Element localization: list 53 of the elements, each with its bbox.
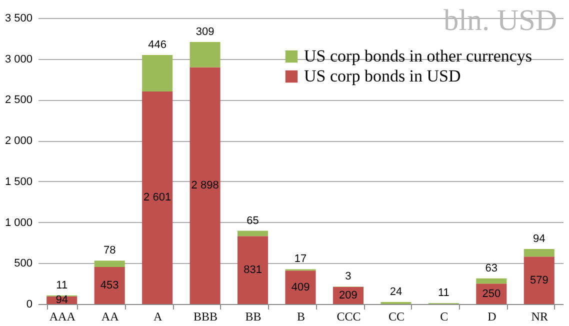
- legend-label: US corp bonds in other currencys: [304, 46, 532, 66]
- data-label: 453: [100, 279, 119, 292]
- data-label: 209: [339, 289, 358, 302]
- data-label: 2 898: [191, 180, 219, 192]
- bar: [190, 67, 220, 304]
- x-tick-label: B: [296, 310, 306, 324]
- data-label: 579: [530, 274, 548, 286]
- y-tick-label: 3 000: [4, 53, 32, 66]
- x-tick-label: AAA: [49, 310, 76, 324]
- y-tick-label: 2 500: [4, 94, 32, 106]
- data-label: 11: [56, 279, 68, 292]
- x-tick-label: NR: [531, 310, 548, 324]
- data-label: 17: [294, 253, 307, 266]
- data-label: 24: [390, 286, 402, 298]
- bar: [524, 256, 554, 304]
- x-tick-label: A: [153, 310, 162, 324]
- y-tick-label: 500: [14, 258, 32, 270]
- bar: [190, 42, 220, 68]
- data-label: 2 601: [144, 192, 172, 204]
- bar: [285, 270, 316, 304]
- bar: [524, 249, 554, 257]
- data-label: 250: [482, 288, 501, 300]
- legend-label: US corp bonds in USD: [304, 66, 461, 86]
- x-tick-label: CCC: [336, 310, 361, 324]
- bar: [238, 236, 268, 304]
- data-label: 94: [533, 233, 546, 246]
- bar: [142, 55, 173, 92]
- y-tick-label: 0: [26, 298, 32, 310]
- x-tick-label: AA: [101, 310, 120, 324]
- x-tick-label: D: [488, 310, 497, 324]
- bar: [476, 278, 507, 284]
- data-label: 78: [103, 244, 116, 257]
- data-label: 309: [196, 26, 214, 38]
- bar: [94, 266, 125, 304]
- data-label: 11: [438, 287, 450, 300]
- x-tick-label: CC: [388, 310, 404, 324]
- data-label: 63: [485, 262, 498, 274]
- x-tick-label: C: [440, 310, 448, 324]
- data-label: 831: [244, 264, 262, 276]
- data-label: 3: [345, 270, 352, 283]
- data-label: 446: [148, 39, 166, 52]
- y-tick-label: 1 500: [4, 176, 32, 188]
- data-label: 65: [246, 214, 259, 227]
- x-tick-label: BBB: [194, 310, 218, 324]
- data-label: 409: [291, 281, 310, 294]
- bar: [142, 91, 173, 304]
- y-tick-label: 1 000: [4, 216, 32, 229]
- bar: [238, 230, 268, 236]
- x-tick-label: BB: [245, 310, 262, 324]
- y-tick-label: 2 000: [4, 135, 32, 148]
- y-tick-label: 3 500: [4, 12, 32, 24]
- bar: [94, 260, 125, 267]
- data-label: 94: [56, 294, 68, 306]
